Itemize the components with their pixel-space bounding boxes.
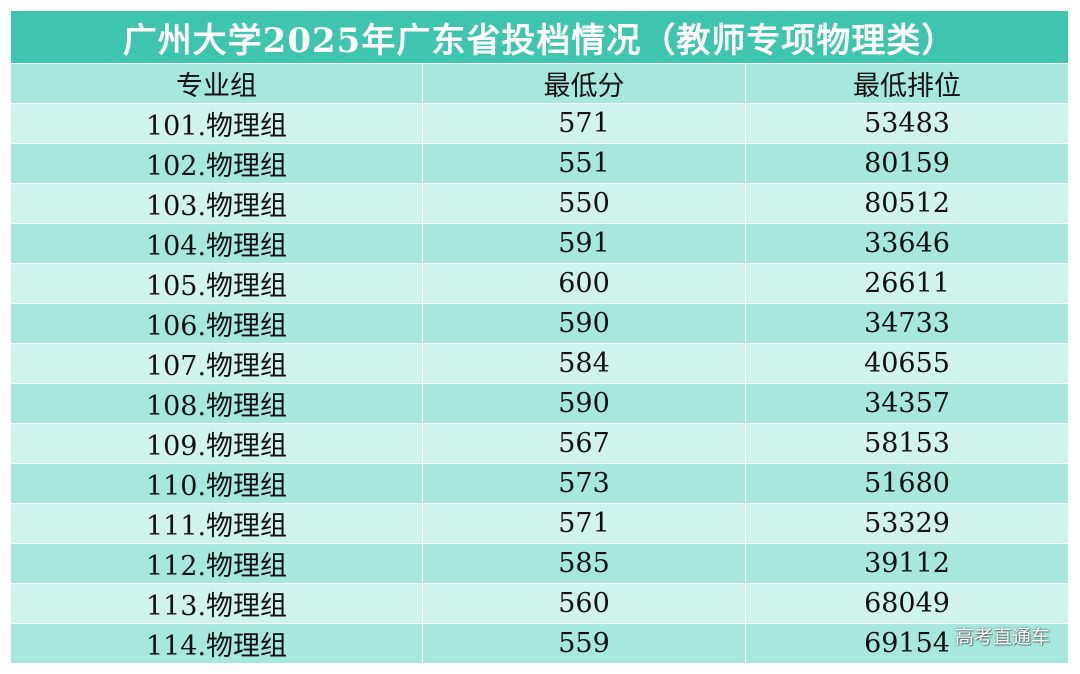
cell-group: 110.物理组 (10, 463, 423, 504)
admission-table: 广州大学2025年广东省投档情况（教师专项物理类） 专业组 最低分 最低排位 1… (9, 10, 1070, 664)
cell-group: 113.物理组 (10, 583, 423, 624)
cell-min-rank: 39112 (744, 543, 1070, 584)
table-row: 107.物理组 584 40655 (10, 343, 1070, 384)
cell-min-rank: 53329 (744, 503, 1070, 544)
cell-min-score: 550 (422, 183, 746, 224)
header-row: 专业组 最低分 最低排位 (10, 63, 1070, 104)
cell-min-rank: 34733 (744, 303, 1070, 344)
cell-min-rank: 80159 (744, 143, 1070, 184)
cell-min-score: 567 (422, 423, 746, 464)
column-header-min-score: 最低分 (422, 63, 746, 104)
title-row: 广州大学2025年广东省投档情况（教师专项物理类） (9, 10, 1070, 64)
cell-min-score: 590 (422, 303, 746, 344)
column-header-min-rank: 最低排位 (744, 63, 1070, 104)
cell-min-score: 590 (422, 383, 746, 424)
cell-group: 112.物理组 (10, 543, 423, 584)
cell-group: 103.物理组 (10, 183, 423, 224)
cell-group: 105.物理组 (10, 263, 423, 304)
table-row: 105.物理组 600 26611 (10, 263, 1070, 304)
cell-min-rank: 58153 (744, 423, 1070, 464)
cell-min-rank: 33646 (744, 223, 1070, 264)
cell-min-score: 571 (422, 103, 746, 144)
table-title: 广州大学2025年广东省投档情况（教师专项物理类） (9, 10, 1070, 64)
cell-group: 114.物理组 (10, 623, 423, 664)
cell-min-rank: 53483 (744, 103, 1070, 144)
cell-group: 101.物理组 (10, 103, 423, 144)
table-row: 108.物理组 590 34357 (10, 383, 1070, 424)
table-body: 101.物理组 571 53483 102.物理组 551 80159 103.… (10, 103, 1070, 664)
cell-min-score: 571 (422, 503, 746, 544)
cell-min-rank: 26611 (744, 263, 1070, 304)
cell-min-score: 584 (422, 343, 746, 384)
cell-group: 111.物理组 (10, 503, 423, 544)
cell-min-rank: 34357 (744, 383, 1070, 424)
table-row: 111.物理组 571 53329 (10, 503, 1070, 544)
cell-min-rank: 40655 (744, 343, 1070, 384)
cell-min-score: 573 (422, 463, 746, 504)
table-row: 103.物理组 550 80512 (10, 183, 1070, 224)
table-row: 110.物理组 573 51680 (10, 463, 1070, 504)
cell-min-rank: 68049 (744, 583, 1070, 624)
table-row: 112.物理组 585 39112 (10, 543, 1070, 584)
table-row: 106.物理组 590 34733 (10, 303, 1070, 344)
cell-min-score: 560 (422, 583, 746, 624)
cell-group: 106.物理组 (10, 303, 423, 344)
cell-group: 108.物理组 (10, 383, 423, 424)
cell-group: 109.物理组 (10, 423, 423, 464)
cell-group: 104.物理组 (10, 223, 423, 264)
cell-min-rank: 69154 (744, 623, 1070, 664)
cell-min-score: 585 (422, 543, 746, 584)
table-row: 101.物理组 571 53483 (10, 103, 1070, 144)
table-row: 109.物理组 567 58153 (10, 423, 1070, 464)
watermark: 高考直通车 (954, 626, 1050, 648)
cell-group: 107.物理组 (10, 343, 423, 384)
column-header-group: 专业组 (10, 63, 423, 104)
cell-min-rank: 80512 (744, 183, 1070, 224)
cell-group: 102.物理组 (10, 143, 423, 184)
table-row: 102.物理组 551 80159 (10, 143, 1070, 184)
cell-min-score: 559 (422, 623, 746, 664)
cell-min-score: 600 (422, 263, 746, 304)
cell-min-rank: 51680 (744, 463, 1070, 504)
table-row: 114.物理组 559 69154 (10, 623, 1070, 664)
cell-min-score: 591 (422, 223, 746, 264)
cell-min-score: 551 (422, 143, 746, 184)
table-row: 113.物理组 560 68049 (10, 583, 1070, 624)
table-row: 104.物理组 591 33646 (10, 223, 1070, 264)
